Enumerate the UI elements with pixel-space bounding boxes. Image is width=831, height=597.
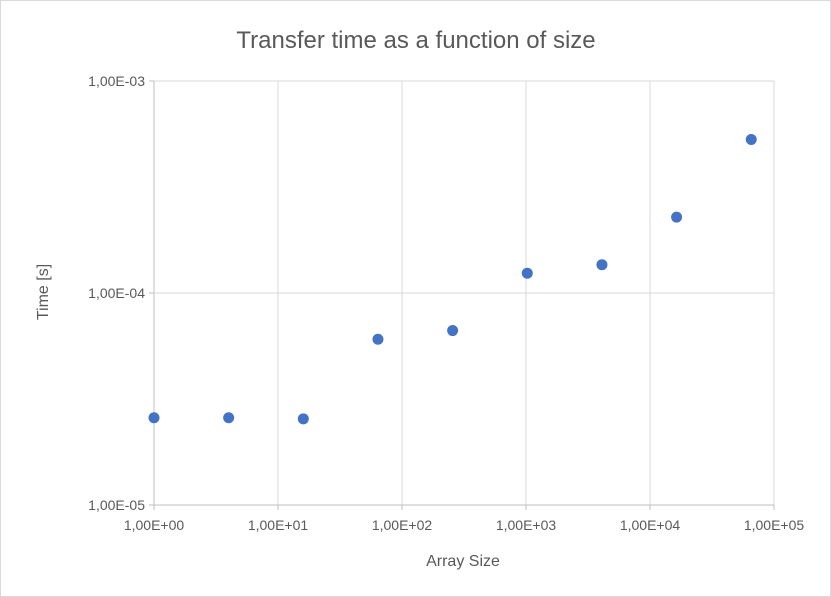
y-axis-ticks: 1,00E-05 1,00E-04 1,00E-03	[88, 73, 145, 513]
x-tick-label: 1,00E+00	[124, 517, 185, 533]
data-point	[745, 133, 757, 145]
y-axis-label: Time [s]	[35, 264, 52, 320]
x-tick-label: 1,00E+01	[248, 517, 309, 533]
data-point	[671, 211, 683, 223]
data-point	[521, 267, 533, 279]
x-axis-ticks: 1,00E+00 1,00E+01 1,00E+02 1,00E+03 1,00E+04…	[124, 517, 805, 533]
x-tick-label: 1,00E+04	[620, 517, 681, 533]
data-point	[372, 333, 384, 345]
x-tick-label: 1,00E+02	[372, 517, 433, 533]
y-tick-label: 1,00E-03	[88, 73, 145, 89]
data-point	[447, 325, 459, 337]
data-point	[596, 259, 608, 271]
data-points	[148, 133, 757, 425]
gridlines	[149, 80, 775, 510]
chart-title: Transfer time as a function of size	[236, 27, 595, 54]
data-point	[297, 413, 309, 425]
data-point	[223, 412, 235, 424]
y-tick-label: 1,00E-04	[88, 285, 145, 301]
x-tick-label: 1,00E+03	[496, 517, 557, 533]
y-tick-label: 1,00E-05	[88, 497, 145, 513]
x-tick-label: 1,00E+05	[744, 517, 805, 533]
data-point	[148, 412, 160, 424]
x-axis-label: Array Size	[426, 553, 500, 570]
